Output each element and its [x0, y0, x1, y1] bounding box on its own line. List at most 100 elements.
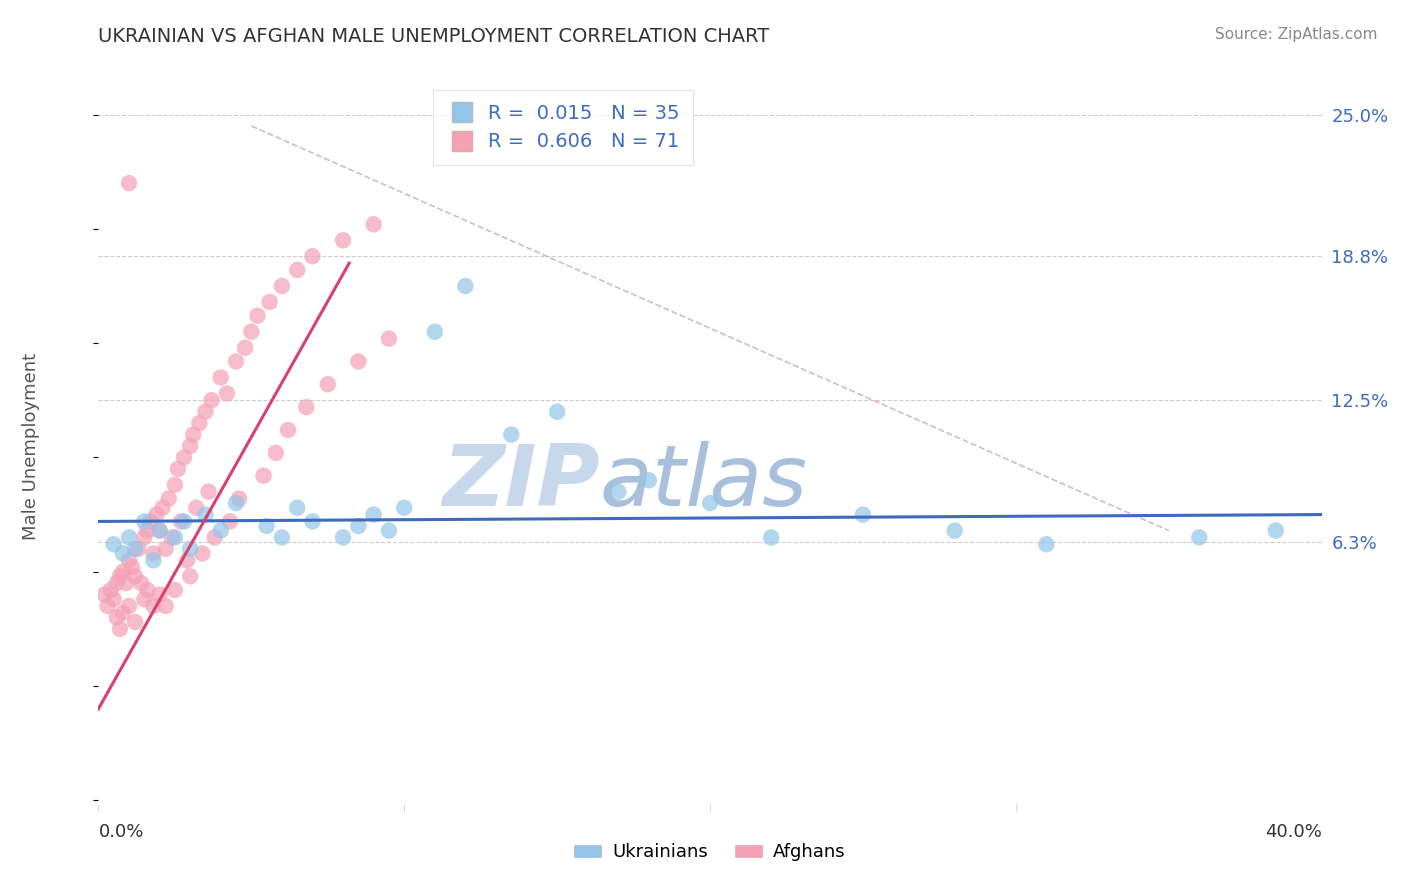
Legend: Ukrainians, Afghans: Ukrainians, Afghans — [567, 836, 853, 869]
Point — [129, 576, 152, 591]
Point — [124, 569, 146, 583]
Point — [127, 541, 149, 556]
Point — [1035, 537, 1057, 551]
Text: Male Unemployment: Male Unemployment — [22, 352, 41, 540]
Point — [167, 462, 190, 476]
Point — [142, 599, 165, 613]
Point — [347, 354, 370, 368]
Text: ZIP: ZIP — [443, 441, 600, 524]
Point — [699, 496, 721, 510]
Point — [111, 606, 134, 620]
Point — [228, 491, 250, 506]
Point — [134, 515, 156, 529]
Point — [219, 515, 242, 529]
Point — [157, 491, 180, 506]
Point — [103, 592, 125, 607]
Point — [225, 496, 247, 510]
Point — [173, 450, 195, 465]
Point — [111, 565, 134, 579]
Point — [179, 569, 201, 583]
Point — [105, 576, 128, 591]
Point — [252, 468, 274, 483]
Point — [200, 393, 222, 408]
Point — [173, 515, 195, 529]
Point — [139, 515, 162, 529]
Point — [759, 530, 782, 544]
Point — [105, 610, 128, 624]
Point — [163, 530, 186, 544]
Point — [1188, 530, 1211, 544]
Point — [93, 588, 115, 602]
Point — [121, 560, 143, 574]
Point — [134, 592, 156, 607]
Point — [1264, 524, 1286, 538]
Point — [179, 439, 201, 453]
Point — [160, 530, 183, 544]
Point — [134, 530, 156, 544]
Point — [209, 370, 232, 384]
Point — [170, 515, 193, 529]
Point — [149, 524, 172, 538]
Point — [197, 484, 219, 499]
Point — [607, 484, 630, 499]
Point — [115, 576, 138, 591]
Point — [301, 515, 323, 529]
Point — [142, 546, 165, 560]
Point — [124, 541, 146, 556]
Point — [943, 524, 966, 538]
Point — [392, 500, 416, 515]
Point — [149, 588, 172, 602]
Point — [194, 405, 217, 419]
Point — [301, 249, 323, 263]
Point — [246, 309, 269, 323]
Point — [145, 508, 167, 522]
Point — [363, 217, 385, 231]
Point — [136, 582, 159, 597]
Point — [118, 530, 141, 544]
Point — [118, 599, 141, 613]
Point — [191, 546, 214, 560]
Point — [163, 582, 186, 597]
Point — [118, 553, 141, 567]
Point — [270, 530, 292, 544]
Point — [186, 500, 208, 515]
Point — [332, 233, 354, 247]
Point — [378, 332, 401, 346]
Point — [136, 524, 159, 538]
Point — [378, 524, 401, 538]
Point — [256, 519, 278, 533]
Point — [240, 325, 263, 339]
Point — [118, 176, 141, 190]
Point — [277, 423, 299, 437]
Point — [347, 519, 370, 533]
Point — [142, 553, 165, 567]
Text: UKRAINIAN VS AFGHAN MALE UNEMPLOYMENT CORRELATION CHART: UKRAINIAN VS AFGHAN MALE UNEMPLOYMENT CO… — [98, 27, 769, 45]
Point — [285, 500, 308, 515]
Point — [454, 279, 477, 293]
Point — [225, 354, 247, 368]
Point — [852, 508, 875, 522]
Point — [209, 524, 232, 538]
Point — [295, 400, 318, 414]
Point — [270, 279, 292, 293]
Point — [155, 541, 177, 556]
Point — [215, 386, 238, 401]
Point — [97, 599, 120, 613]
Point — [316, 377, 339, 392]
Point — [176, 553, 198, 567]
Point — [149, 524, 172, 538]
Point — [100, 582, 122, 597]
Point — [155, 599, 177, 613]
Point — [363, 508, 385, 522]
Point — [103, 537, 125, 551]
Point — [264, 446, 287, 460]
Point — [124, 615, 146, 629]
Point — [285, 263, 308, 277]
Point — [194, 508, 217, 522]
Text: atlas: atlas — [600, 441, 808, 524]
Point — [233, 341, 256, 355]
Point — [108, 569, 131, 583]
Point — [152, 500, 174, 515]
Point — [108, 622, 131, 636]
Point — [188, 416, 211, 430]
